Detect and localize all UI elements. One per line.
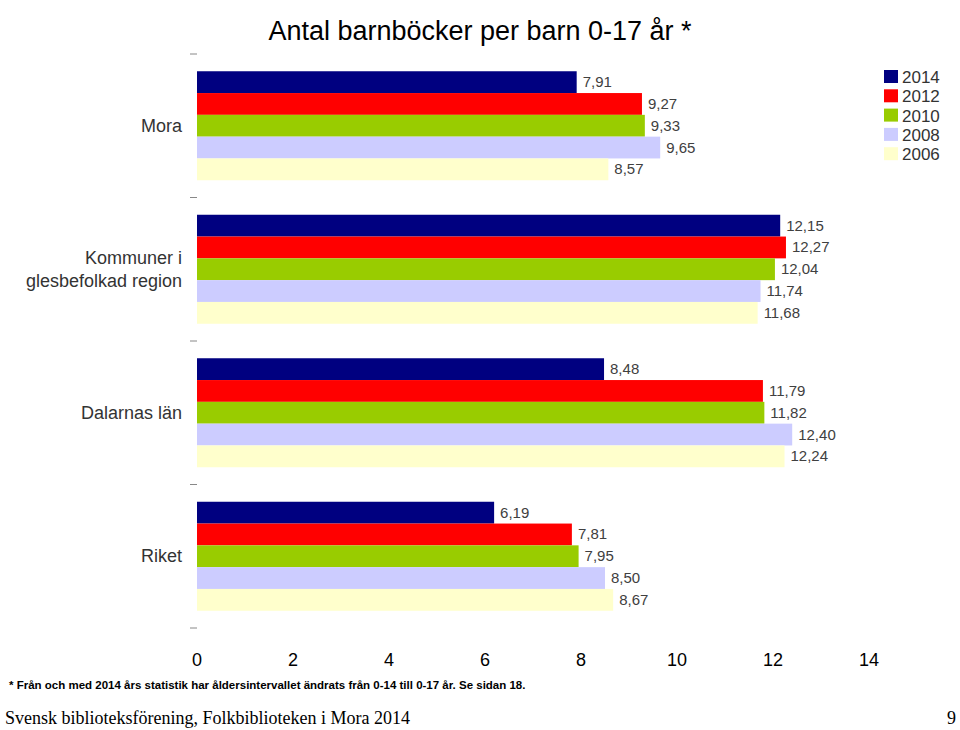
category-tick bbox=[190, 54, 197, 55]
category-label: Dalarnas län bbox=[81, 403, 182, 423]
data-label: 9,65 bbox=[666, 139, 695, 156]
data-label: 12,04 bbox=[781, 260, 819, 277]
legend-swatch bbox=[884, 109, 898, 122]
category-tick bbox=[190, 341, 197, 342]
data-label: 9,33 bbox=[651, 117, 680, 134]
bar bbox=[197, 524, 572, 546]
bars bbox=[197, 71, 792, 611]
data-label: 12,40 bbox=[798, 426, 836, 443]
bar bbox=[197, 445, 785, 467]
bar bbox=[197, 258, 775, 280]
legend-swatch bbox=[884, 70, 898, 83]
bar bbox=[197, 567, 605, 589]
bar bbox=[197, 302, 758, 324]
legend-label: 2014 bbox=[902, 68, 940, 87]
data-label: 11,82 bbox=[770, 404, 806, 421]
bar bbox=[197, 380, 763, 402]
bar bbox=[197, 502, 494, 524]
x-tick-label: 0 bbox=[192, 650, 202, 670]
footer: Svensk biblioteksförening, Folkbibliotek… bbox=[5, 708, 410, 728]
bar bbox=[197, 115, 645, 137]
data-label: 8,67 bbox=[619, 591, 648, 608]
x-tick-label: 12 bbox=[763, 650, 783, 670]
data-label: 7,95 bbox=[585, 547, 614, 564]
data-label: 12,15 bbox=[786, 217, 824, 234]
legend-swatch bbox=[884, 89, 898, 102]
bar bbox=[197, 237, 786, 259]
bar bbox=[197, 545, 579, 567]
category-label: Riket bbox=[141, 546, 182, 566]
x-tick-label: 8 bbox=[576, 650, 586, 670]
data-label: 11,74 bbox=[767, 282, 803, 299]
bar bbox=[197, 215, 780, 237]
data-label: 7,81 bbox=[578, 525, 607, 542]
data-label: 9,27 bbox=[648, 95, 677, 112]
x-tick-label: 2 bbox=[288, 650, 298, 670]
category-tick bbox=[190, 197, 197, 198]
bar bbox=[197, 280, 761, 302]
bar bbox=[197, 158, 608, 180]
title: Antal barnböcker per barn 0-17 år * bbox=[268, 16, 692, 46]
bar bbox=[197, 589, 613, 611]
bar bbox=[197, 71, 577, 93]
data-label: 8,48 bbox=[610, 360, 639, 377]
x-tick-label: 10 bbox=[667, 650, 687, 670]
bar bbox=[197, 358, 604, 380]
data-label: 8,50 bbox=[611, 569, 640, 586]
x-tick-label: 4 bbox=[384, 650, 394, 670]
data-label: 12,24 bbox=[791, 447, 829, 464]
bar bbox=[197, 402, 764, 424]
legend-swatch bbox=[884, 147, 898, 160]
chart: Antal barnböcker per barn 0-17 år * 7,91 1… bbox=[0, 0, 960, 730]
data-label: 6,19 bbox=[500, 504, 529, 521]
x-tick-label: 14 bbox=[859, 650, 879, 670]
bar bbox=[197, 137, 660, 159]
data-label: 8,57 bbox=[614, 160, 643, 177]
legend-label: 2006 bbox=[902, 145, 940, 164]
page-number: 9 bbox=[947, 708, 956, 728]
data-label: 12,27 bbox=[792, 238, 830, 255]
legend-label: 2012 bbox=[902, 87, 940, 106]
x-tick-label: 6 bbox=[480, 650, 490, 670]
legend-label: 2010 bbox=[902, 107, 940, 126]
legend-label: 2008 bbox=[902, 126, 940, 145]
data-label: 11,68 bbox=[764, 304, 800, 321]
bar bbox=[197, 93, 642, 115]
category-label: Mora bbox=[141, 116, 183, 136]
data-label: 7,91 bbox=[583, 73, 612, 90]
category-label: Kommuner iglesbefolkad region bbox=[26, 248, 182, 291]
bar bbox=[197, 424, 792, 446]
category-tick bbox=[190, 628, 197, 629]
legend-swatch bbox=[884, 128, 898, 141]
data-label: 11,79 bbox=[769, 382, 805, 399]
footnote: * Från och med 2014 års statistik har ål… bbox=[9, 679, 525, 691]
category-tick bbox=[190, 484, 197, 485]
